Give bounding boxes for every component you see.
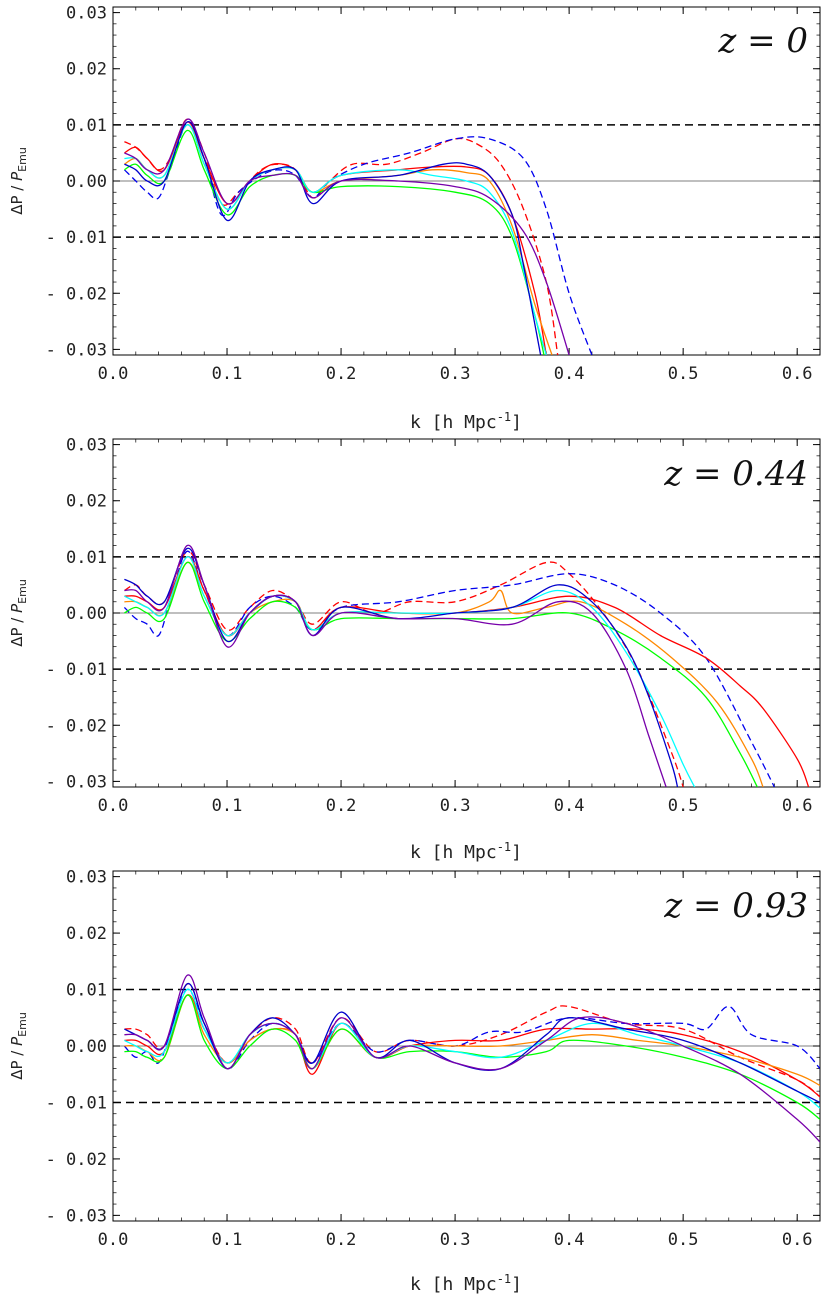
y-tick-label: - 0.01 xyxy=(46,228,107,248)
y-tick-label: 0.00 xyxy=(66,604,107,624)
x-axis-label: k [h Mpc-1] xyxy=(410,410,522,433)
y-tick-label: 0.02 xyxy=(66,924,107,944)
x-axis-label: k [h Mpc-1] xyxy=(410,1272,522,1295)
series-line-6 xyxy=(124,547,679,787)
series-line-1 xyxy=(123,550,775,787)
y-tick-label: 0.01 xyxy=(66,981,107,1001)
x-tick-label: 0.1 xyxy=(212,1230,243,1250)
y-tick-label: - 0.01 xyxy=(46,660,107,680)
chart-marks: 0.03 0.02 0.01 0.00 - 0.01 - 0.02 - 0.03 0.0 0.1… xyxy=(46,4,820,384)
series-line-6 xyxy=(124,983,820,1104)
x-tick-label: 0.6 xyxy=(782,364,813,384)
x-tick-label: 0.4 xyxy=(554,364,585,384)
y-tick-label: - 0.01 xyxy=(46,1093,107,1113)
x-tick-label: 0.2 xyxy=(326,364,357,384)
y-tick-label: - 0.02 xyxy=(46,716,107,736)
series-group xyxy=(123,974,820,1143)
series-group xyxy=(123,544,810,787)
series-line-4 xyxy=(124,561,758,787)
chart-marks: 0.03 0.02 0.01 0.00 - 0.01 - 0.02 - 0.03 0.0 0.1… xyxy=(46,436,820,816)
y-axis-label: ΔP / PEmu xyxy=(8,1012,29,1080)
x-tick-label: 0.2 xyxy=(326,796,357,816)
y-tick-label: - 0.03 xyxy=(46,772,107,792)
panel-label: z = 0.44 xyxy=(663,454,808,494)
y-axis-label: ΔP / PEmu xyxy=(8,579,29,647)
series-line-4 xyxy=(124,994,820,1120)
chart-panel-z0: 0.03 0.02 0.01 0.00 - 0.01 - 0.02 - 0.03 0.0 0.1… xyxy=(8,4,821,433)
series-line-1 xyxy=(123,988,820,1070)
y-tick-label: 0.02 xyxy=(66,60,107,80)
series-line-3 xyxy=(124,124,553,355)
y-tick-label: - 0.03 xyxy=(46,1206,107,1226)
panel-label: z = 0 xyxy=(717,21,808,61)
x-tick-label: 0.0 xyxy=(98,796,129,816)
series-line-5 xyxy=(124,556,696,787)
x-tick-label: 0.3 xyxy=(440,796,471,816)
x-tick-label: 0.6 xyxy=(782,796,813,816)
chart-marks: 0.03 0.02 0.01 0.00 - 0.01 - 0.02 - 0.03 0.0 0.1… xyxy=(46,868,820,1250)
series-line-5 xyxy=(124,988,820,1109)
y-tick-label: 0.02 xyxy=(66,492,107,512)
series-line-2 xyxy=(124,556,810,787)
series-line-7 xyxy=(124,974,820,1143)
x-tick-label: 0.5 xyxy=(668,796,699,816)
y-tick-label: 0.03 xyxy=(66,868,107,888)
series-line-7 xyxy=(124,118,570,355)
chart-panel-z093: 0.03 0.02 0.01 0.00 - 0.01 - 0.02 - 0.03 0.0 0.1… xyxy=(8,868,821,1295)
y-tick-label: 0.03 xyxy=(66,436,107,456)
series-line-4 xyxy=(124,129,545,355)
y-tick-label: 0.00 xyxy=(66,1037,107,1057)
series-line-7 xyxy=(124,544,667,787)
x-tick-label: 0.1 xyxy=(212,796,243,816)
chart-panel-z044: 0.03 0.02 0.01 0.00 - 0.01 - 0.02 - 0.03 0.0 0.1… xyxy=(8,436,821,863)
series-line-5 xyxy=(124,124,547,355)
y-tick-label: 0.01 xyxy=(66,548,107,568)
x-tick-label: 0.0 xyxy=(98,1230,129,1250)
y-tick-label: - 0.02 xyxy=(46,1150,107,1170)
x-tick-label: 0.1 xyxy=(212,364,243,384)
x-tick-label: 0.0 xyxy=(98,364,129,384)
series-line-6 xyxy=(124,121,542,355)
series-line-1 xyxy=(123,124,593,355)
x-tick-label: 0.5 xyxy=(668,364,699,384)
x-axis-label: k [h Mpc-1] xyxy=(410,840,522,863)
x-tick-label: 0.3 xyxy=(440,364,471,384)
x-tick-label: 0.4 xyxy=(554,1230,585,1250)
series-line-2 xyxy=(124,121,547,355)
y-tick-label: 0.00 xyxy=(66,172,107,192)
panel-label: z = 0.93 xyxy=(663,886,808,926)
x-tick-label: 0.5 xyxy=(668,1230,699,1250)
y-tick-label: 0.03 xyxy=(66,4,107,24)
x-tick-label: 0.4 xyxy=(554,796,585,816)
y-tick-label: - 0.03 xyxy=(46,340,107,360)
y-tick-label: 0.01 xyxy=(66,116,107,136)
y-tick-label: - 0.02 xyxy=(46,284,107,304)
y-axis-label: ΔP / PEmu xyxy=(8,147,29,215)
x-tick-label: 0.6 xyxy=(782,1230,813,1250)
x-tick-label: 0.3 xyxy=(440,1230,471,1250)
series-group xyxy=(123,118,593,355)
x-tick-label: 0.2 xyxy=(326,1230,357,1250)
series-line-3 xyxy=(124,561,764,787)
